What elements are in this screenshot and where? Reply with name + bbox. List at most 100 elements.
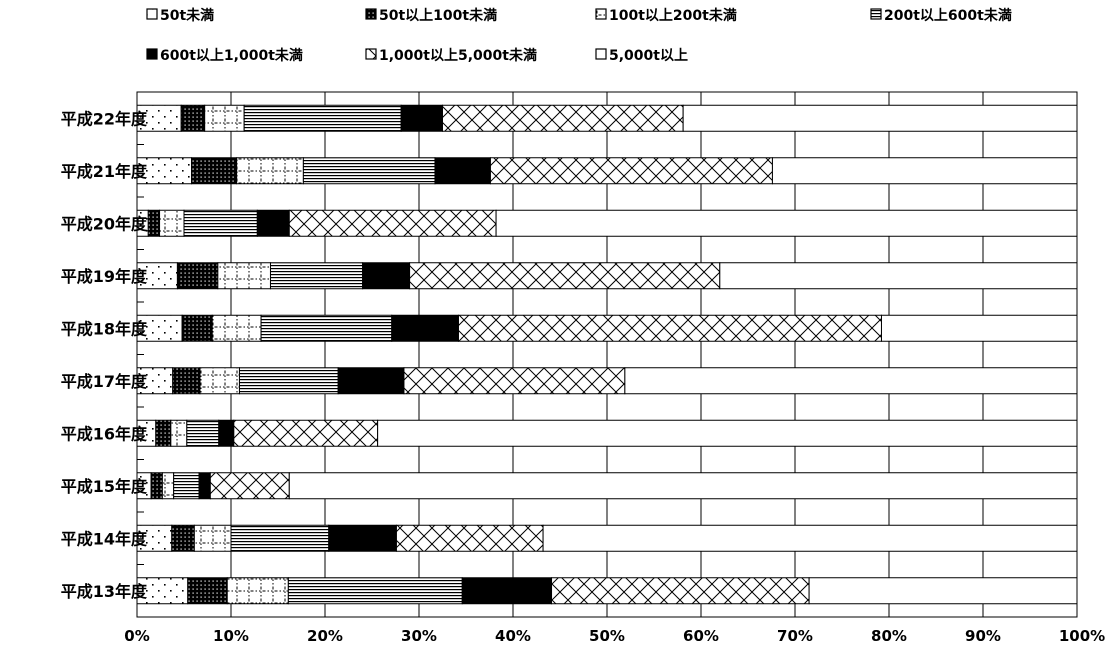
bar-segment (173, 472, 200, 500)
bar-segment (161, 472, 175, 500)
bar-segment (136, 524, 173, 552)
legend-label: 600t以上1,000t未満 (160, 47, 303, 64)
bar-segment (199, 367, 240, 395)
bar-segment (236, 157, 304, 185)
bar-segment (461, 577, 553, 605)
bar-segment (155, 419, 172, 447)
bar-segment (624, 367, 1078, 395)
legend-swatch (365, 48, 377, 60)
legend-label: 100t以上200t未満 (609, 7, 737, 24)
bar-segment (183, 209, 258, 237)
bar-segment (880, 314, 1078, 342)
bar-segment (176, 262, 219, 290)
legend-swatch (595, 8, 607, 20)
bar-segment (226, 577, 289, 605)
bar-segment (136, 262, 178, 290)
bar-segment (409, 262, 721, 290)
y-tick-label: 平成20年度 (61, 214, 148, 233)
bar-segment (542, 524, 1078, 552)
legend-label: 50t以上100t未満 (379, 7, 497, 24)
bar-segment (233, 419, 379, 447)
bar-segment (808, 577, 1078, 605)
bar-segment (442, 104, 684, 132)
bar-segment (147, 209, 161, 237)
bar-segment (150, 472, 163, 500)
bar-segment (136, 577, 189, 605)
bar-segment (136, 367, 174, 395)
legend-swatch (870, 8, 882, 20)
bar-segment (269, 262, 364, 290)
y-tick-label: 平成18年度 (61, 319, 148, 338)
bar-segment (288, 209, 497, 237)
x-tick-label: 100% (1059, 627, 1105, 645)
bar-segment (187, 577, 228, 605)
y-tick-label: 平成14年度 (61, 529, 148, 548)
x-tick-label: 20% (307, 627, 343, 645)
legend-label: 200t以上600t未満 (884, 7, 1012, 24)
bar-segment (489, 157, 773, 185)
bar-segment (256, 209, 290, 237)
chart-legend: 50t未満 50t以上100t未満 100t以上200t未満 200t以上600t未満… (146, 7, 1012, 64)
bar-segment (495, 209, 1078, 237)
bar-segment (217, 262, 271, 290)
legend-label: 50t未満 (160, 7, 214, 24)
bar-segment (328, 524, 397, 552)
y-tick-label: 平成22年度 (61, 109, 148, 128)
bar-segment (287, 577, 463, 605)
bar-segment (377, 419, 1078, 447)
bar-segment (391, 314, 459, 342)
x-tick-label: 90% (965, 627, 1001, 645)
bar-segment (238, 367, 339, 395)
y-tick-label: 平成17年度 (61, 372, 148, 391)
chart-bars (136, 104, 1078, 605)
bar-segment (191, 157, 238, 185)
x-tick-label: 60% (683, 627, 719, 645)
bar-segment (136, 157, 193, 185)
bar-segment (243, 104, 402, 132)
x-tick-label: 50% (589, 627, 625, 645)
bar-segment (362, 262, 411, 290)
bar-segment (719, 262, 1078, 290)
bar-segment (682, 104, 1078, 132)
x-tick-label: 80% (871, 627, 907, 645)
legend-label: 5,000t以上 (609, 48, 688, 64)
x-tick-label: 70% (777, 627, 813, 645)
bar-segment (204, 104, 245, 132)
legend-swatch (146, 48, 158, 60)
bar-segment (159, 209, 185, 237)
bar-segment (337, 367, 405, 395)
bar-segment (260, 314, 393, 342)
bar-segment (551, 577, 810, 605)
bar-segment (218, 419, 235, 447)
x-tick-label: 30% (401, 627, 437, 645)
x-tick-label: 40% (495, 627, 531, 645)
bar-segment (771, 157, 1078, 185)
bar-segment (434, 157, 491, 185)
bar-segment (288, 472, 1078, 500)
y-tick-label: 平成19年度 (61, 267, 148, 286)
bar-segment (211, 314, 262, 342)
bar-segment (136, 314, 183, 342)
bar-segment (400, 104, 444, 132)
bar-segment (193, 524, 232, 552)
bar-segment (171, 524, 195, 552)
bar-segment (172, 367, 201, 395)
chart-axes: 平成22年度平成21年度平成20年度平成19年度平成18年度平成17年度平成16… (61, 109, 1105, 645)
y-tick-label: 平成16年度 (61, 424, 148, 443)
y-tick-label: 平成13年度 (61, 582, 148, 601)
bar-segment (181, 314, 213, 342)
x-tick-label: 10% (213, 627, 249, 645)
plot-frame (136, 91, 1078, 618)
bar-segment (186, 419, 220, 447)
bar-segment (198, 472, 211, 500)
legend-swatch (146, 8, 158, 20)
y-tick-label: 平成15年度 (61, 477, 148, 496)
bar-segment (302, 157, 436, 185)
bar-segment (136, 104, 182, 132)
y-tick-label: 平成21年度 (61, 162, 148, 181)
legend-swatch (365, 8, 377, 20)
bar-segment (457, 314, 882, 342)
bar-segment (180, 104, 206, 132)
x-tick-label: 0% (124, 627, 149, 645)
